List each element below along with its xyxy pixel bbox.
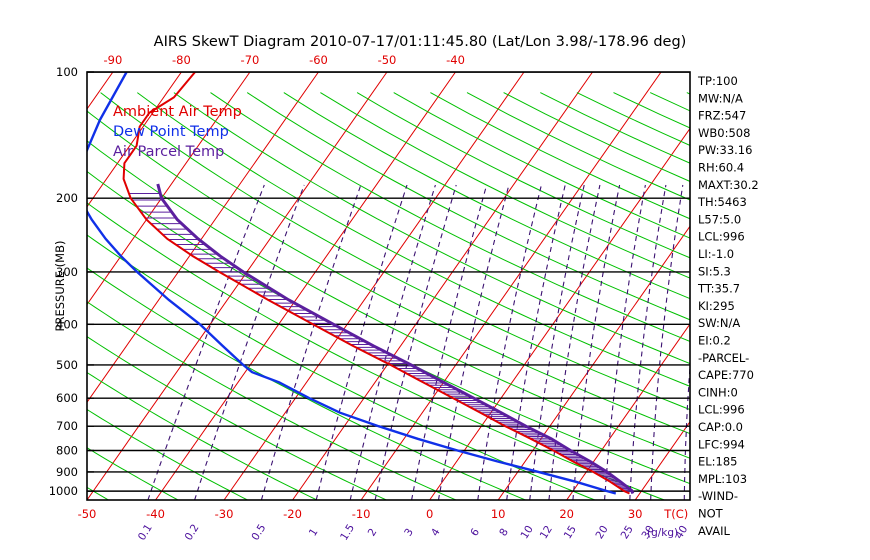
bottom-temp-tick-30: 30 [628, 507, 643, 521]
param-mw: MW:N/A [698, 91, 743, 105]
bottom-temp-tick--10: -10 [352, 507, 371, 521]
bottom-temp-tick-20: 20 [559, 507, 574, 521]
x-axis-temp-label: T(C) [663, 507, 688, 521]
bottom-temp-tick--20: -20 [283, 507, 302, 521]
parcel-param-mpl: MPL:103 [698, 472, 747, 486]
wind-status-line-1: NOT [698, 507, 724, 521]
pressure-tick-900: 900 [56, 465, 78, 479]
parcel-param-cinh: CINH:0 [698, 385, 738, 399]
bottom-temp-tick--40: -40 [146, 507, 165, 521]
parcel-section-header: -PARCEL- [698, 351, 749, 365]
pressure-tick-200: 200 [56, 191, 78, 205]
legend-dewpoint-label: Dew Point Temp [113, 124, 229, 140]
curve-air-parcel-temp [156, 183, 635, 495]
param-frz: FRZ:547 [698, 109, 746, 123]
parcel-param-lfc: LFC:994 [698, 437, 745, 451]
legend: Ambient Air Temp Dew Point Temp Air Parc… [113, 104, 242, 160]
parameter-panel: TP:100 MW:N/A FRZ:547 WB0:508 PW:33.16 RH:60.… [697, 74, 759, 538]
param-si: SI:5.3 [698, 264, 731, 278]
param-rh: RH:60.4 [698, 161, 744, 175]
bottom-temp-tick-0: 0 [426, 507, 433, 521]
chart-title: AIRS SkewT Diagram 2010-07-17/01:11:45.8… [154, 34, 687, 50]
param-ei: EI:0.2 [698, 334, 731, 348]
pressure-tick-300: 300 [56, 265, 78, 279]
pressure-tick-700: 700 [56, 419, 78, 433]
param-maxt: MAXT:30.2 [698, 178, 759, 192]
pressure-tick-1000: 1000 [49, 484, 78, 498]
y-axis-label: PRESSURE (MB) [53, 241, 67, 332]
bottom-temp-tick--50: -50 [78, 507, 97, 521]
top-temp-tick--90: -90 [104, 53, 123, 67]
param-th: TH:5463 [697, 195, 747, 209]
param-ki: KI:295 [698, 299, 735, 313]
bottom-temp-tick-10: 10 [491, 507, 506, 521]
wind-section-header: -WIND- [698, 489, 738, 503]
legend-parcel-label: Air Parcel Temp [113, 144, 224, 160]
data-curves-layer [87, 72, 635, 495]
parcel-param-cap: CAP:0.0 [698, 420, 743, 434]
x-axis-mixing-label: (g/kg) [647, 527, 678, 539]
param-li: LI:-1.0 [698, 247, 734, 261]
legend-ambient-label: Ambient Air Temp [113, 104, 242, 120]
parcel-param-cape: CAPE:770 [698, 368, 754, 382]
param-wb0: WB0:508 [698, 126, 750, 140]
pressure-tick-400: 400 [56, 317, 78, 331]
param-l57: L57:5.0 [698, 212, 741, 226]
top-temp-tick--60: -60 [309, 53, 328, 67]
pressure-tick-800: 800 [56, 444, 78, 458]
param-pw: PW:33.16 [698, 143, 752, 157]
curve-ambient-air-temp [122, 72, 630, 495]
param-sw: SW:N/A [698, 316, 740, 330]
grid-layer [87, 72, 690, 500]
wind-status-line-2: AVAIL [698, 524, 731, 538]
param-lcl: LCL:996 [698, 230, 745, 244]
top-temp-tick--50: -50 [378, 53, 397, 67]
param-tt: TT:35.7 [697, 282, 740, 296]
bottom-temp-tick--30: -30 [215, 507, 234, 521]
parcel-param-el: EL:185 [698, 455, 738, 469]
pressure-tick-100: 100 [56, 65, 78, 79]
parcel-param-lcl: LCL:996 [698, 403, 745, 417]
top-temp-tick--70: -70 [241, 53, 260, 67]
top-temp-tick--80: -80 [172, 53, 191, 67]
plot-border [86, 71, 691, 501]
curve-dew-point-temp [87, 72, 617, 495]
top-temp-tick--40: -40 [446, 53, 465, 67]
pressure-tick-600: 600 [56, 391, 78, 405]
param-tp: TP:100 [697, 74, 738, 88]
pressure-tick-500: 500 [56, 358, 78, 372]
